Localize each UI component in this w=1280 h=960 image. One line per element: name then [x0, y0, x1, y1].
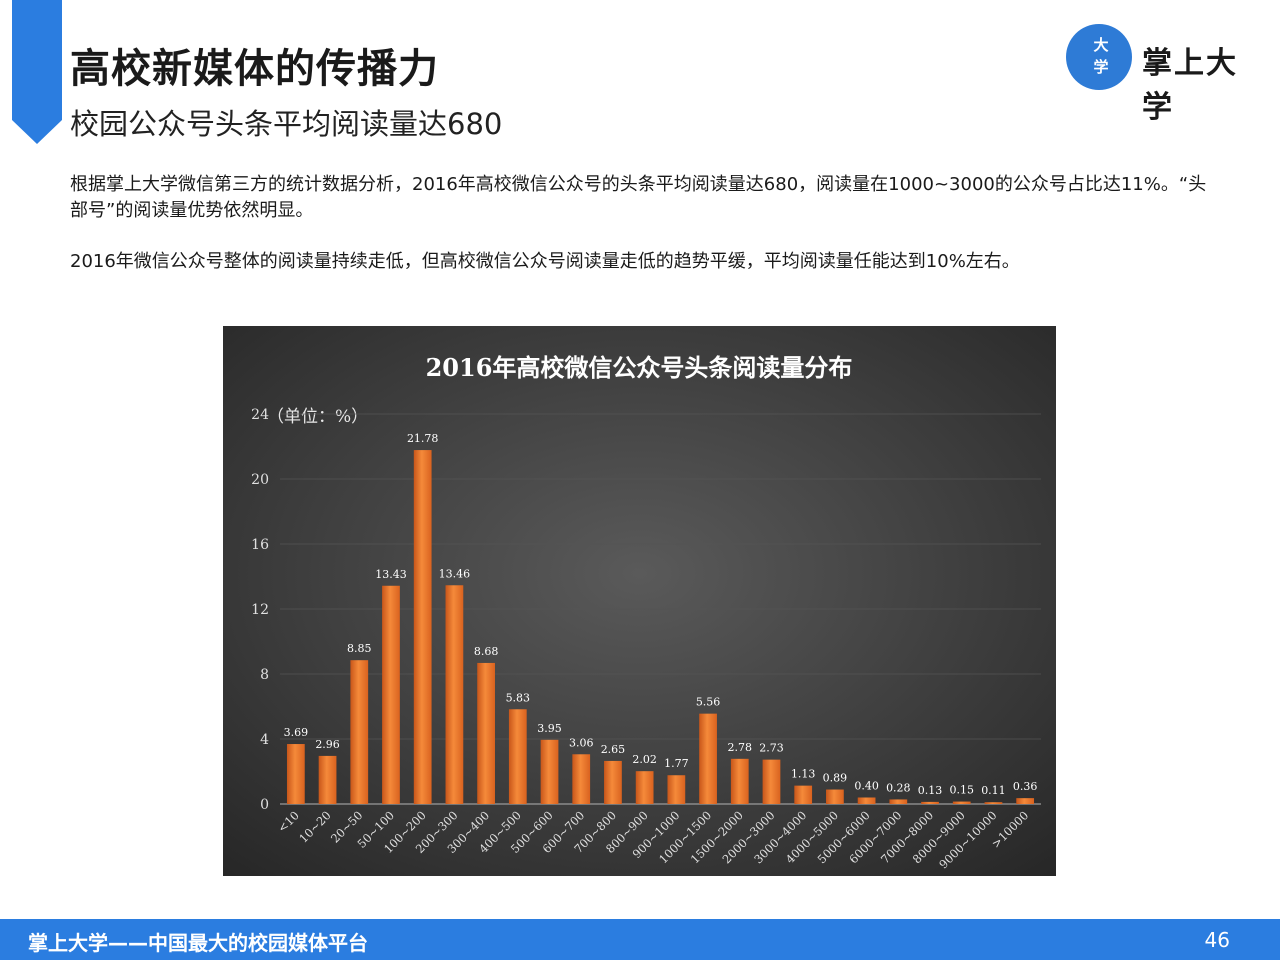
bar-value-label: 1.13: [791, 768, 816, 781]
logo-badge-icon: 大 学: [1066, 24, 1132, 90]
y-tick-label: 4: [260, 732, 269, 748]
bar-value-label: 5.56: [696, 696, 721, 709]
bar: [508, 709, 527, 804]
bar: [382, 585, 400, 804]
y-tick-label: 16: [251, 537, 269, 553]
page-title: 高校新媒体的传播力: [70, 46, 439, 92]
logo-badge-char-2: 学: [1093, 58, 1109, 76]
logo-badge-char-1: 大: [1093, 36, 1109, 54]
bar-value-label: 0.15: [949, 784, 974, 797]
bar: [286, 744, 305, 804]
bar-value-label: 1.77: [664, 757, 689, 770]
bar-value-label: 8.85: [347, 642, 372, 655]
bar: [318, 755, 337, 804]
bar: [762, 759, 781, 804]
footer-bar: 掌上大学——中国最大的校园媒体平台 46: [0, 919, 1280, 960]
y-tick-label: 24: [251, 407, 269, 423]
bar: [1016, 798, 1035, 804]
bar-value-label: 0.13: [918, 784, 943, 797]
bar: [635, 771, 654, 804]
body-paragraph-2: 2016年微信公众号整体的阅读量持续走低，但高校微信公众号阅读量走低的趋势平缓，…: [70, 251, 1020, 272]
chart-y-unit-label: （单位：%）: [267, 407, 368, 427]
bar-value-label: 2.96: [315, 738, 340, 751]
y-tick-label: 12: [251, 602, 269, 618]
bar-value-label: 13.46: [439, 567, 471, 580]
bar: [699, 713, 717, 804]
bar-value-label: 3.95: [537, 722, 562, 735]
bar-value-label: 2.02: [632, 753, 657, 766]
chart-title: 2016年高校微信公众号头条阅读量分布: [426, 353, 853, 382]
bar-value-label: 8.68: [474, 645, 499, 658]
bar: [604, 760, 622, 804]
bar: [730, 758, 749, 804]
y-tick-label: 0: [260, 797, 269, 813]
bar-value-label: 2.78: [728, 741, 753, 754]
bar: [667, 775, 686, 804]
bar: [350, 660, 369, 804]
page-subtitle: 校园公众号头条平均阅读量达680: [70, 107, 503, 141]
footer-slogan: 掌上大学——中国最大的校园媒体平台: [28, 931, 368, 955]
bar: [952, 801, 971, 804]
bar: [540, 739, 559, 804]
bar: [889, 799, 908, 804]
bar-value-label: 2.65: [601, 743, 626, 756]
chart-svg: 2016年高校微信公众号头条阅读量分布 （单位：%） 0 4 8 12 16 20 24 3…: [223, 326, 1056, 876]
bar: [477, 662, 495, 804]
bar: [794, 785, 813, 804]
bar-value-label: 3.69: [284, 726, 309, 739]
bar-value-label: 2.73: [759, 742, 784, 755]
bar: [826, 789, 844, 804]
bar: [984, 802, 1003, 804]
y-tick-label: 20: [251, 472, 269, 488]
bar: [572, 754, 591, 804]
bar-value-label: 0.11: [981, 784, 1006, 797]
brand-logo: 大 学 掌上大学: [1066, 24, 1266, 125]
bar: [857, 797, 876, 804]
bar-value-label: 0.36: [1013, 780, 1037, 793]
bar-value-label: 0.28: [886, 781, 911, 794]
bar-value-label: 0.89: [823, 772, 848, 785]
logo-text: 掌上大学: [1142, 46, 1238, 125]
title-ribbon-decoration: [12, 0, 62, 144]
body-paragraph-1: 根据掌上大学微信第三方的统计数据分析，2016年高校微信公众号的头条平均阅读量达…: [70, 174, 1207, 221]
bar-value-label: 5.83: [506, 691, 531, 704]
bar: [921, 801, 939, 804]
reading-distribution-chart: 2016年高校微信公众号头条阅读量分布 （单位：%） 0 4 8 12 16 20 24 3…: [223, 326, 1056, 876]
bar-value-label: 0.40: [854, 780, 879, 793]
y-tick-label: 8: [260, 667, 269, 683]
bar-value-label: 13.43: [375, 568, 407, 581]
bar-value-label: 3.06: [569, 736, 594, 749]
bar: [445, 585, 464, 804]
bar-value-label: 21.78: [407, 432, 439, 445]
bar: [413, 450, 432, 804]
page-number: 46: [1204, 928, 1230, 952]
